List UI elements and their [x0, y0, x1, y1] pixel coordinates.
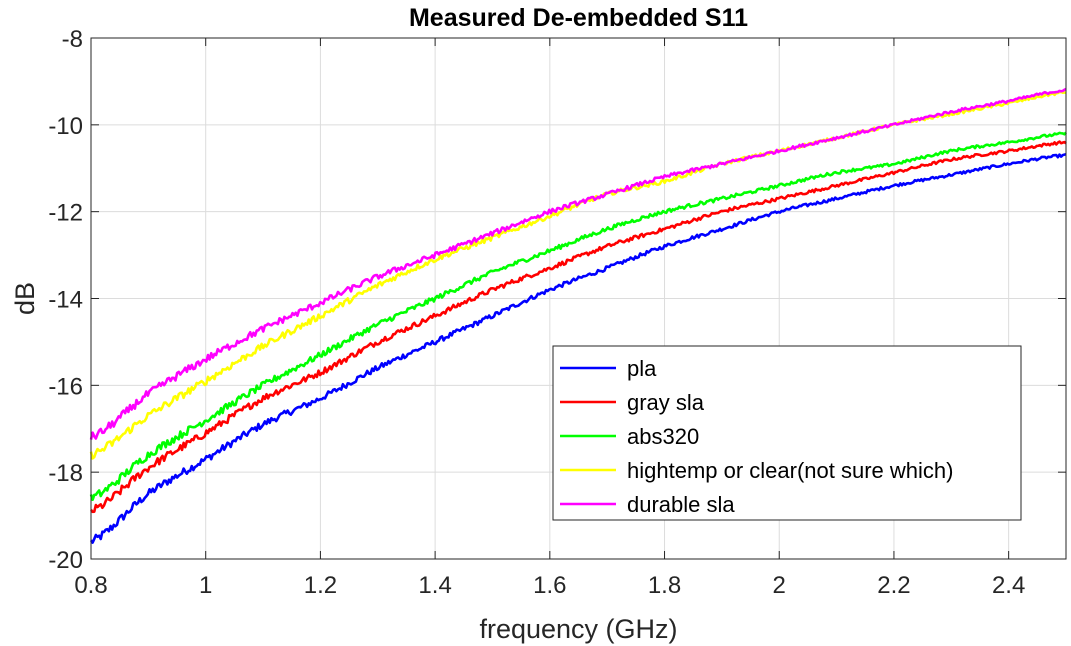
x-tick-label: 1.4 [418, 572, 451, 599]
x-tick-label: 2.2 [877, 572, 910, 599]
y-tick-label: -10 [48, 113, 83, 140]
x-tick-label: 2.4 [992, 572, 1025, 599]
ticks: 0.8 1 1.2 1.4 1.6 1.8 2 2.2 2.4 -20 -18 -16 -14 -12 -1… [48, 26, 1066, 599]
legend-label: durable sla [627, 492, 735, 517]
series-line-1 [90, 140, 1067, 514]
y-tick-label: -14 [48, 287, 83, 314]
y-tick-label: -18 [48, 460, 83, 487]
series-line-2 [89, 131, 1067, 502]
y-tick-label: -16 [48, 373, 83, 400]
x-tick-label: 1.2 [304, 572, 337, 599]
y-tick-label: -8 [62, 26, 83, 53]
x-tick-label: 0.8 [74, 572, 107, 599]
series-line-0 [89, 152, 1067, 544]
y-axis-label: dB [10, 282, 40, 315]
legend-box [552, 345, 1022, 521]
series-line-4 [89, 87, 1067, 440]
x-tick-label: 1 [199, 572, 212, 599]
legend: pla gray sla abs320 hightemp or clear(not s… [552, 345, 1022, 521]
legend-label: pla [627, 356, 657, 381]
x-axis-label: frequency (GHz) [479, 614, 677, 644]
x-tick-label: 1.6 [533, 572, 566, 599]
x-tick-label: 1.8 [648, 572, 681, 599]
y-tick-label: -12 [48, 200, 83, 227]
legend-label: hightemp or clear(not sure which) [627, 458, 953, 483]
y-tick-label: -20 [48, 547, 83, 574]
series-lines [89, 87, 1067, 544]
x-tick-label: 2 [773, 572, 786, 599]
legend-label: gray sla [627, 390, 705, 415]
legend-label: abs320 [627, 424, 699, 449]
chart-title: Measured De-embedded S11 [409, 4, 748, 32]
